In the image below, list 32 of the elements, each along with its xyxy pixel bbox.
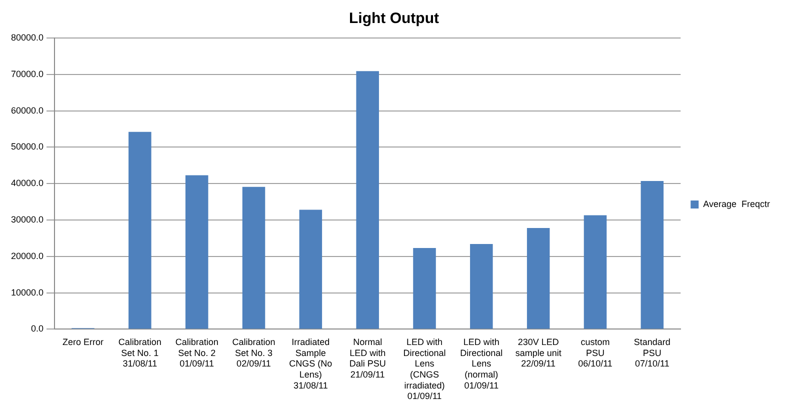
y-tick-label: 50000.0 — [10, 142, 44, 152]
x-tick-label: Calibration Set No. 1 31/08/11 — [118, 337, 162, 369]
bar — [128, 132, 152, 329]
bar — [640, 181, 664, 329]
bar — [470, 244, 493, 329]
legend-label: Average Freqctr — [703, 198, 770, 209]
bar — [356, 71, 379, 329]
y-tick-label: 30000.0 — [10, 214, 44, 224]
x-tick-label: LED with Directional Lens (normal) 01/09/11 — [460, 337, 503, 390]
x-tick-label: custom PSU 06/10/11 — [578, 337, 612, 369]
x-tick-label: Calibration Set No. 3 02/09/11 — [232, 337, 276, 369]
bar — [526, 228, 550, 329]
x-tick-label: 230V LED sample unit 22/09/11 — [515, 337, 562, 369]
y-tick-label: 80000.0 — [10, 32, 44, 42]
y-tick-label: 10000.0 — [10, 287, 44, 298]
y-tick-label: 70000.0 — [10, 68, 44, 79]
x-tick-label: Calibration Set No. 2 01/09/11 — [175, 337, 218, 369]
x-tick-label: Irradiated Sample CNGS (No Lens) 31/08/11 — [289, 337, 332, 390]
x-tick-label: LED with Directional Lens (CNGS irradiated) 01/09/11 — [403, 337, 446, 402]
bar — [299, 210, 322, 329]
bar — [584, 215, 607, 329]
chart-title: Light Output — [349, 10, 439, 28]
y-tick-label: 60000.0 — [10, 105, 44, 116]
x-tick-label: Standard PSU 07/10/11 — [634, 337, 670, 369]
bar — [413, 248, 436, 329]
x-tick-label: Normal LED with Dali PSU 21/09/11 — [349, 337, 386, 380]
y-tick-label: 0.0 — [31, 324, 44, 334]
y-tick-label: 20000.0 — [10, 250, 44, 261]
y-tick-label: 40000.0 — [10, 178, 44, 188]
bar — [242, 186, 266, 329]
bar — [185, 175, 208, 329]
x-tick-label: Zero Error — [62, 337, 104, 348]
